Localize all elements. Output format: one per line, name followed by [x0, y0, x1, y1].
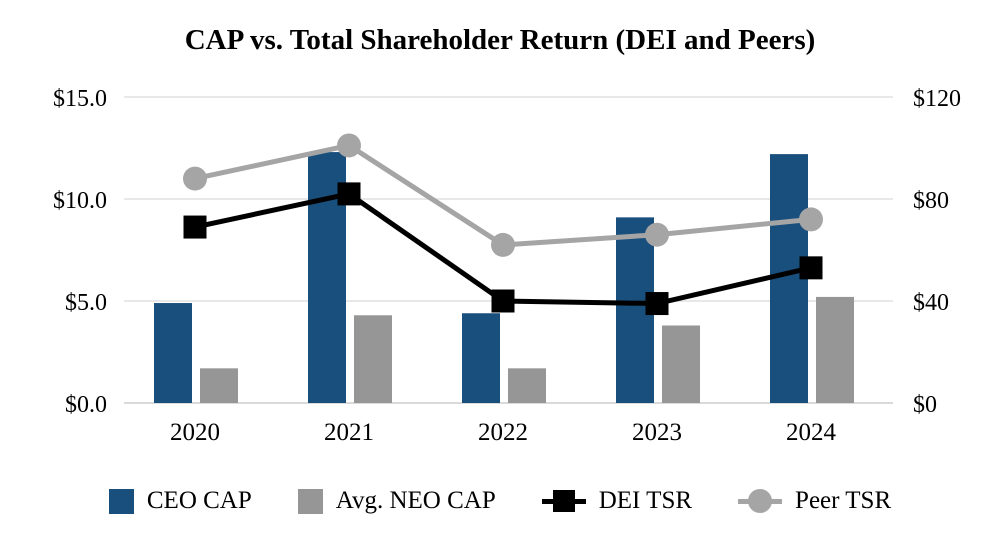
- legend-item-dei-tsr: DEI TSR: [541, 487, 693, 515]
- bar-avg-neo-cap-2024: [816, 296, 854, 403]
- right-axis-tick-label: $0: [913, 392, 937, 418]
- left-axis-tick-label: $0.0: [65, 392, 107, 418]
- marker-square-dei-tsr-2022: [491, 289, 515, 313]
- legend-swatch-peer-tsr: [738, 488, 783, 514]
- legend-swatch-ceo-cap: [108, 488, 134, 514]
- line-peer-tsr: [194, 142, 812, 248]
- legend-label-avg-neo-cap: Avg. NEO CAP: [335, 487, 496, 514]
- legend-marker-circle-icon: [748, 489, 773, 513]
- legend-swatch-dei-tsr: [541, 488, 586, 514]
- bar-ceo-cap-2020: [154, 303, 192, 403]
- marker-square-dei-tsr-2023: [645, 292, 669, 316]
- chart-title: CAP vs. Total Shareholder Return (DEI an…: [184, 24, 816, 56]
- bar-avg-neo-cap-2021: [354, 315, 392, 403]
- right-axis-tick-label: $80: [913, 188, 949, 214]
- x-axis-label-2022: 2022: [478, 419, 528, 446]
- right-axis-tick-label: $120: [913, 86, 961, 112]
- right-axis-tick-label: $40: [913, 290, 949, 316]
- legend-marker-square-icon: [552, 490, 575, 512]
- bar-ceo-cap-2022: [462, 313, 500, 403]
- bar-avg-neo-cap-2023: [662, 325, 700, 403]
- legend-label-ceo-cap: CEO CAP: [146, 487, 252, 514]
- legend-label-peer-tsr: Peer TSR: [795, 487, 892, 514]
- marker-square-dei-tsr-2024: [799, 256, 823, 280]
- chart-legend: CEO CAP Avg. NEO CAP DEI TSR Peer TSR: [0, 487, 1000, 515]
- marker-circle-peer-tsr-2023: [645, 222, 669, 247]
- legend-label-dei-tsr: DEI TSR: [598, 487, 693, 514]
- x-axis-label-2024: 2024: [786, 419, 837, 446]
- left-axis-tick-label: $10.0: [53, 188, 107, 214]
- x-axis-label-2023: 2023: [632, 419, 682, 446]
- x-axis-label-2020: 2020: [170, 419, 220, 446]
- legend-item-ceo-cap: CEO CAP: [108, 487, 252, 515]
- bar-avg-neo-cap-2022: [508, 368, 546, 403]
- marker-circle-peer-tsr-2021: [337, 133, 361, 158]
- legend-swatch-avg-neo-cap: [297, 488, 323, 514]
- marker-circle-peer-tsr-2024: [799, 207, 823, 232]
- x-axis-label-2021: 2021: [324, 419, 374, 446]
- marker-square-dei-tsr-2020: [183, 215, 207, 239]
- bar-avg-neo-cap-2020: [200, 368, 238, 403]
- marker-circle-peer-tsr-2020: [183, 166, 207, 191]
- left-axis-tick-label: $15.0: [53, 86, 107, 112]
- left-axis-tick-label: $5.0: [65, 290, 107, 316]
- legend-item-avg-neo-cap: Avg. NEO CAP: [297, 487, 496, 515]
- legend-item-peer-tsr: Peer TSR: [738, 487, 891, 515]
- marker-square-dei-tsr-2021: [337, 182, 361, 206]
- marker-circle-peer-tsr-2022: [491, 232, 515, 257]
